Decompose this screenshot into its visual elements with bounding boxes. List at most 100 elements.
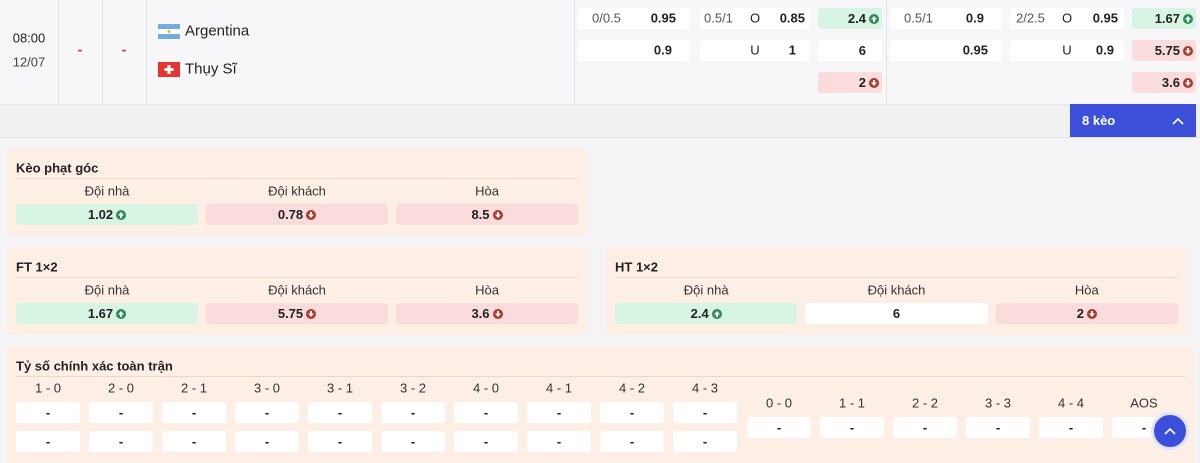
column-header: Đội nhà — [84, 282, 130, 298]
trend-up-icon — [1183, 13, 1193, 24]
odds-cell: 2 — [818, 72, 882, 93]
odds-cell — [578, 40, 690, 61]
odds-cell: 3.6 — [1132, 72, 1196, 93]
label: 0.5/1 — [904, 10, 933, 26]
more-button[interactable]: 8 kèo — [1070, 104, 1196, 137]
divider — [102, 0, 103, 104]
divider — [58, 0, 59, 104]
separator — [16, 277, 578, 278]
chevron-up — [1172, 117, 1184, 125]
odds-value: 2.4 — [847, 11, 866, 26]
score-label: 2 - 1 — [180, 380, 208, 396]
odds-value: 2 — [1076, 306, 1084, 321]
odds-value: - — [337, 434, 343, 449]
odds-value: 3.6 — [1161, 75, 1180, 90]
odds-value: 1.67 — [1154, 11, 1180, 26]
odds-cell: - — [820, 417, 884, 438]
trend-up-icon — [116, 209, 127, 220]
toolbar — [0, 105, 1200, 138]
odds-value: 1.02 — [87, 207, 114, 222]
score-label: 2 - 0 — [107, 380, 135, 396]
column-header: Đội khách — [268, 183, 326, 199]
score: - — [121, 41, 127, 59]
score-label: 3 - 0 — [253, 380, 281, 396]
trend-down-icon — [869, 77, 879, 88]
odds-cell: - — [527, 431, 591, 452]
flag-switzerland — [158, 62, 180, 77]
odds-cell: - — [16, 402, 80, 423]
market-title: HT 1×2 — [615, 259, 658, 275]
odds-cell: - — [673, 431, 737, 452]
trend-down-icon — [306, 308, 317, 319]
odds-value: - — [483, 405, 489, 420]
score-label: 0 - 0 — [765, 395, 793, 411]
column-header: Hòa — [1074, 282, 1099, 298]
odds-value: - — [849, 420, 855, 435]
odds-cell — [1010, 40, 1124, 61]
flag-argentina — [158, 24, 180, 39]
market-title: FT 1×2 — [16, 259, 58, 275]
odds-value: - — [629, 434, 635, 449]
score-label: 4 - 0 — [472, 380, 500, 396]
odds-value: - — [1068, 420, 1074, 435]
odds-value: - — [1141, 420, 1147, 435]
odds-value: 5.75 — [277, 306, 304, 321]
odds-cell — [578, 8, 690, 29]
label: 0.5/1 — [704, 10, 733, 26]
score-label: 4 - 4 — [1057, 395, 1085, 411]
separator — [16, 376, 1185, 377]
divider — [886, 0, 887, 104]
odds-value: - — [702, 434, 708, 449]
label: O — [749, 10, 761, 26]
odds-cell: 1.02 — [16, 204, 198, 225]
label: 0.95 — [1092, 10, 1118, 26]
odds-cell: - — [16, 431, 80, 452]
odds-value: - — [191, 405, 197, 420]
chevron-up — [1164, 427, 1176, 435]
odds-value: - — [629, 405, 635, 420]
trend-down-icon — [492, 308, 503, 319]
trend-up-icon — [711, 308, 722, 319]
odds-cell — [700, 40, 810, 61]
odds-cell: - — [893, 417, 957, 438]
odds-cell: 2 — [995, 303, 1178, 324]
odds-value: 2.4 — [690, 306, 709, 321]
trend-down-icon — [1183, 77, 1193, 88]
label: 0.9 — [965, 10, 984, 26]
score-label: 1 - 1 — [838, 395, 866, 411]
odds-cell — [890, 40, 1002, 61]
score-label: 3 - 3 — [984, 395, 1012, 411]
odds-value: - — [118, 434, 124, 449]
odds-cell: - — [308, 431, 372, 452]
label: 0.95 — [650, 10, 676, 26]
odds-cell: 2.4 — [818, 8, 882, 29]
market-title: Kèo phạt góc — [16, 160, 99, 176]
odds-cell: 6 — [818, 40, 882, 61]
score-label: AOS — [1130, 395, 1158, 411]
odds-cell: - — [162, 402, 226, 423]
label: 0/0.5 — [592, 10, 621, 26]
odds-cell: - — [235, 402, 299, 423]
odds-value: - — [556, 434, 562, 449]
odds-value: - — [264, 405, 270, 420]
odds-cell: 1.67 — [1132, 8, 1196, 29]
label: 0.9 — [1095, 42, 1114, 58]
column-header: Đội khách — [867, 282, 926, 298]
odds-value: - — [264, 434, 270, 449]
scroll-top-button[interactable] — [1151, 412, 1189, 450]
odds-value: - — [45, 434, 51, 449]
odds-value: - — [556, 405, 562, 420]
odds-cell: 8.5 — [396, 204, 578, 225]
odds-cell: - — [162, 431, 226, 452]
odds-cell: 6 — [805, 303, 988, 324]
divider — [146, 0, 147, 104]
odds-cell: 5.75 — [1132, 40, 1196, 61]
odds-value: - — [483, 434, 489, 449]
label: 0.9 — [653, 42, 672, 58]
odds-value: 2 — [858, 75, 866, 90]
odds-cell: - — [381, 402, 445, 423]
odds-value: - — [776, 420, 782, 435]
odds-cell — [700, 8, 810, 29]
odds-value: 5.75 — [1154, 43, 1180, 58]
